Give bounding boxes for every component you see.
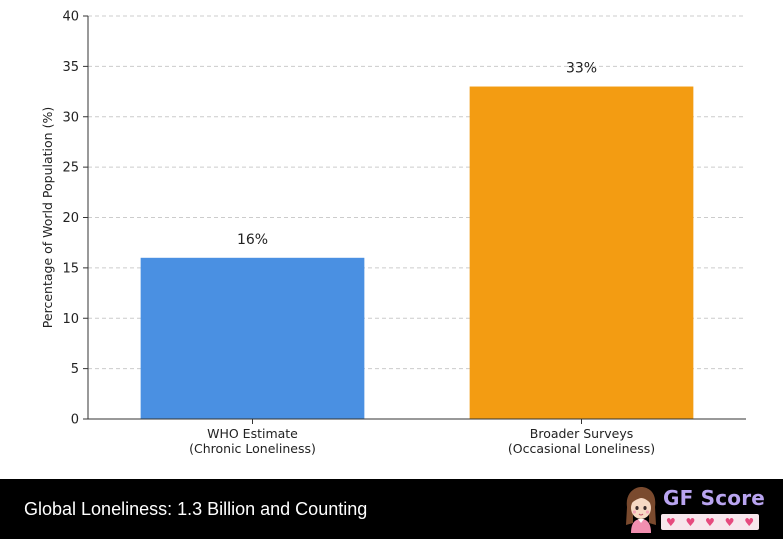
y-tick-label: 0 — [71, 413, 79, 428]
bar — [469, 86, 694, 420]
girl-avatar-icon — [626, 487, 656, 533]
heart-icon: ♥ — [665, 515, 676, 529]
bar-value-label: 16% — [237, 232, 268, 248]
y-tick-label: 25 — [62, 161, 79, 176]
x-tick-label: Broader Surveys — [530, 426, 633, 441]
bar — [140, 257, 365, 419]
x-tick-label: (Occasional Loneliness) — [508, 441, 655, 456]
y-tick-label: 40 — [62, 10, 79, 25]
brand-logo: GF Score ♥ ♥ ♥ ♥ ♥ — [623, 485, 766, 533]
heart-icon: ♥ — [744, 515, 755, 529]
bar-chart: 0 5 10 15 20 25 30 35 40 16% WHO Estimate(Chronic … — [40, 10, 746, 456]
heart-icon: ♥ — [685, 515, 696, 529]
y-tick-label: 30 — [62, 110, 79, 125]
y-tick-label: 10 — [62, 312, 79, 327]
bar-value-label: 33% — [566, 61, 597, 77]
y-tick-label: 15 — [62, 261, 79, 276]
brand-name: GF Score — [663, 486, 766, 510]
y-tick-label: 35 — [62, 60, 79, 75]
y-tick-label: 20 — [62, 211, 79, 226]
heart-icon: ♥ — [724, 515, 735, 529]
chart-area: 0 5 10 15 20 25 30 35 40 16% WHO Estimate (Chronic … — [40, 10, 746, 456]
brand-hearts: ♥ ♥ ♥ ♥ ♥ — [661, 514, 759, 530]
x-tick-label: (Chronic Loneliness) — [189, 441, 316, 456]
y-axis-title: Percentage of World Population (%) — [40, 107, 55, 328]
footer-title: Global Loneliness: 1.3 Billion and Count… — [24, 499, 368, 519]
heart-icon: ♥ — [705, 515, 715, 529]
x-tick-label: WHO Estimate — [207, 426, 298, 441]
y-tick-label: 5 — [71, 362, 79, 377]
footer-bar: Global Loneliness: 1.3 Billion and Count… — [0, 479, 783, 539]
